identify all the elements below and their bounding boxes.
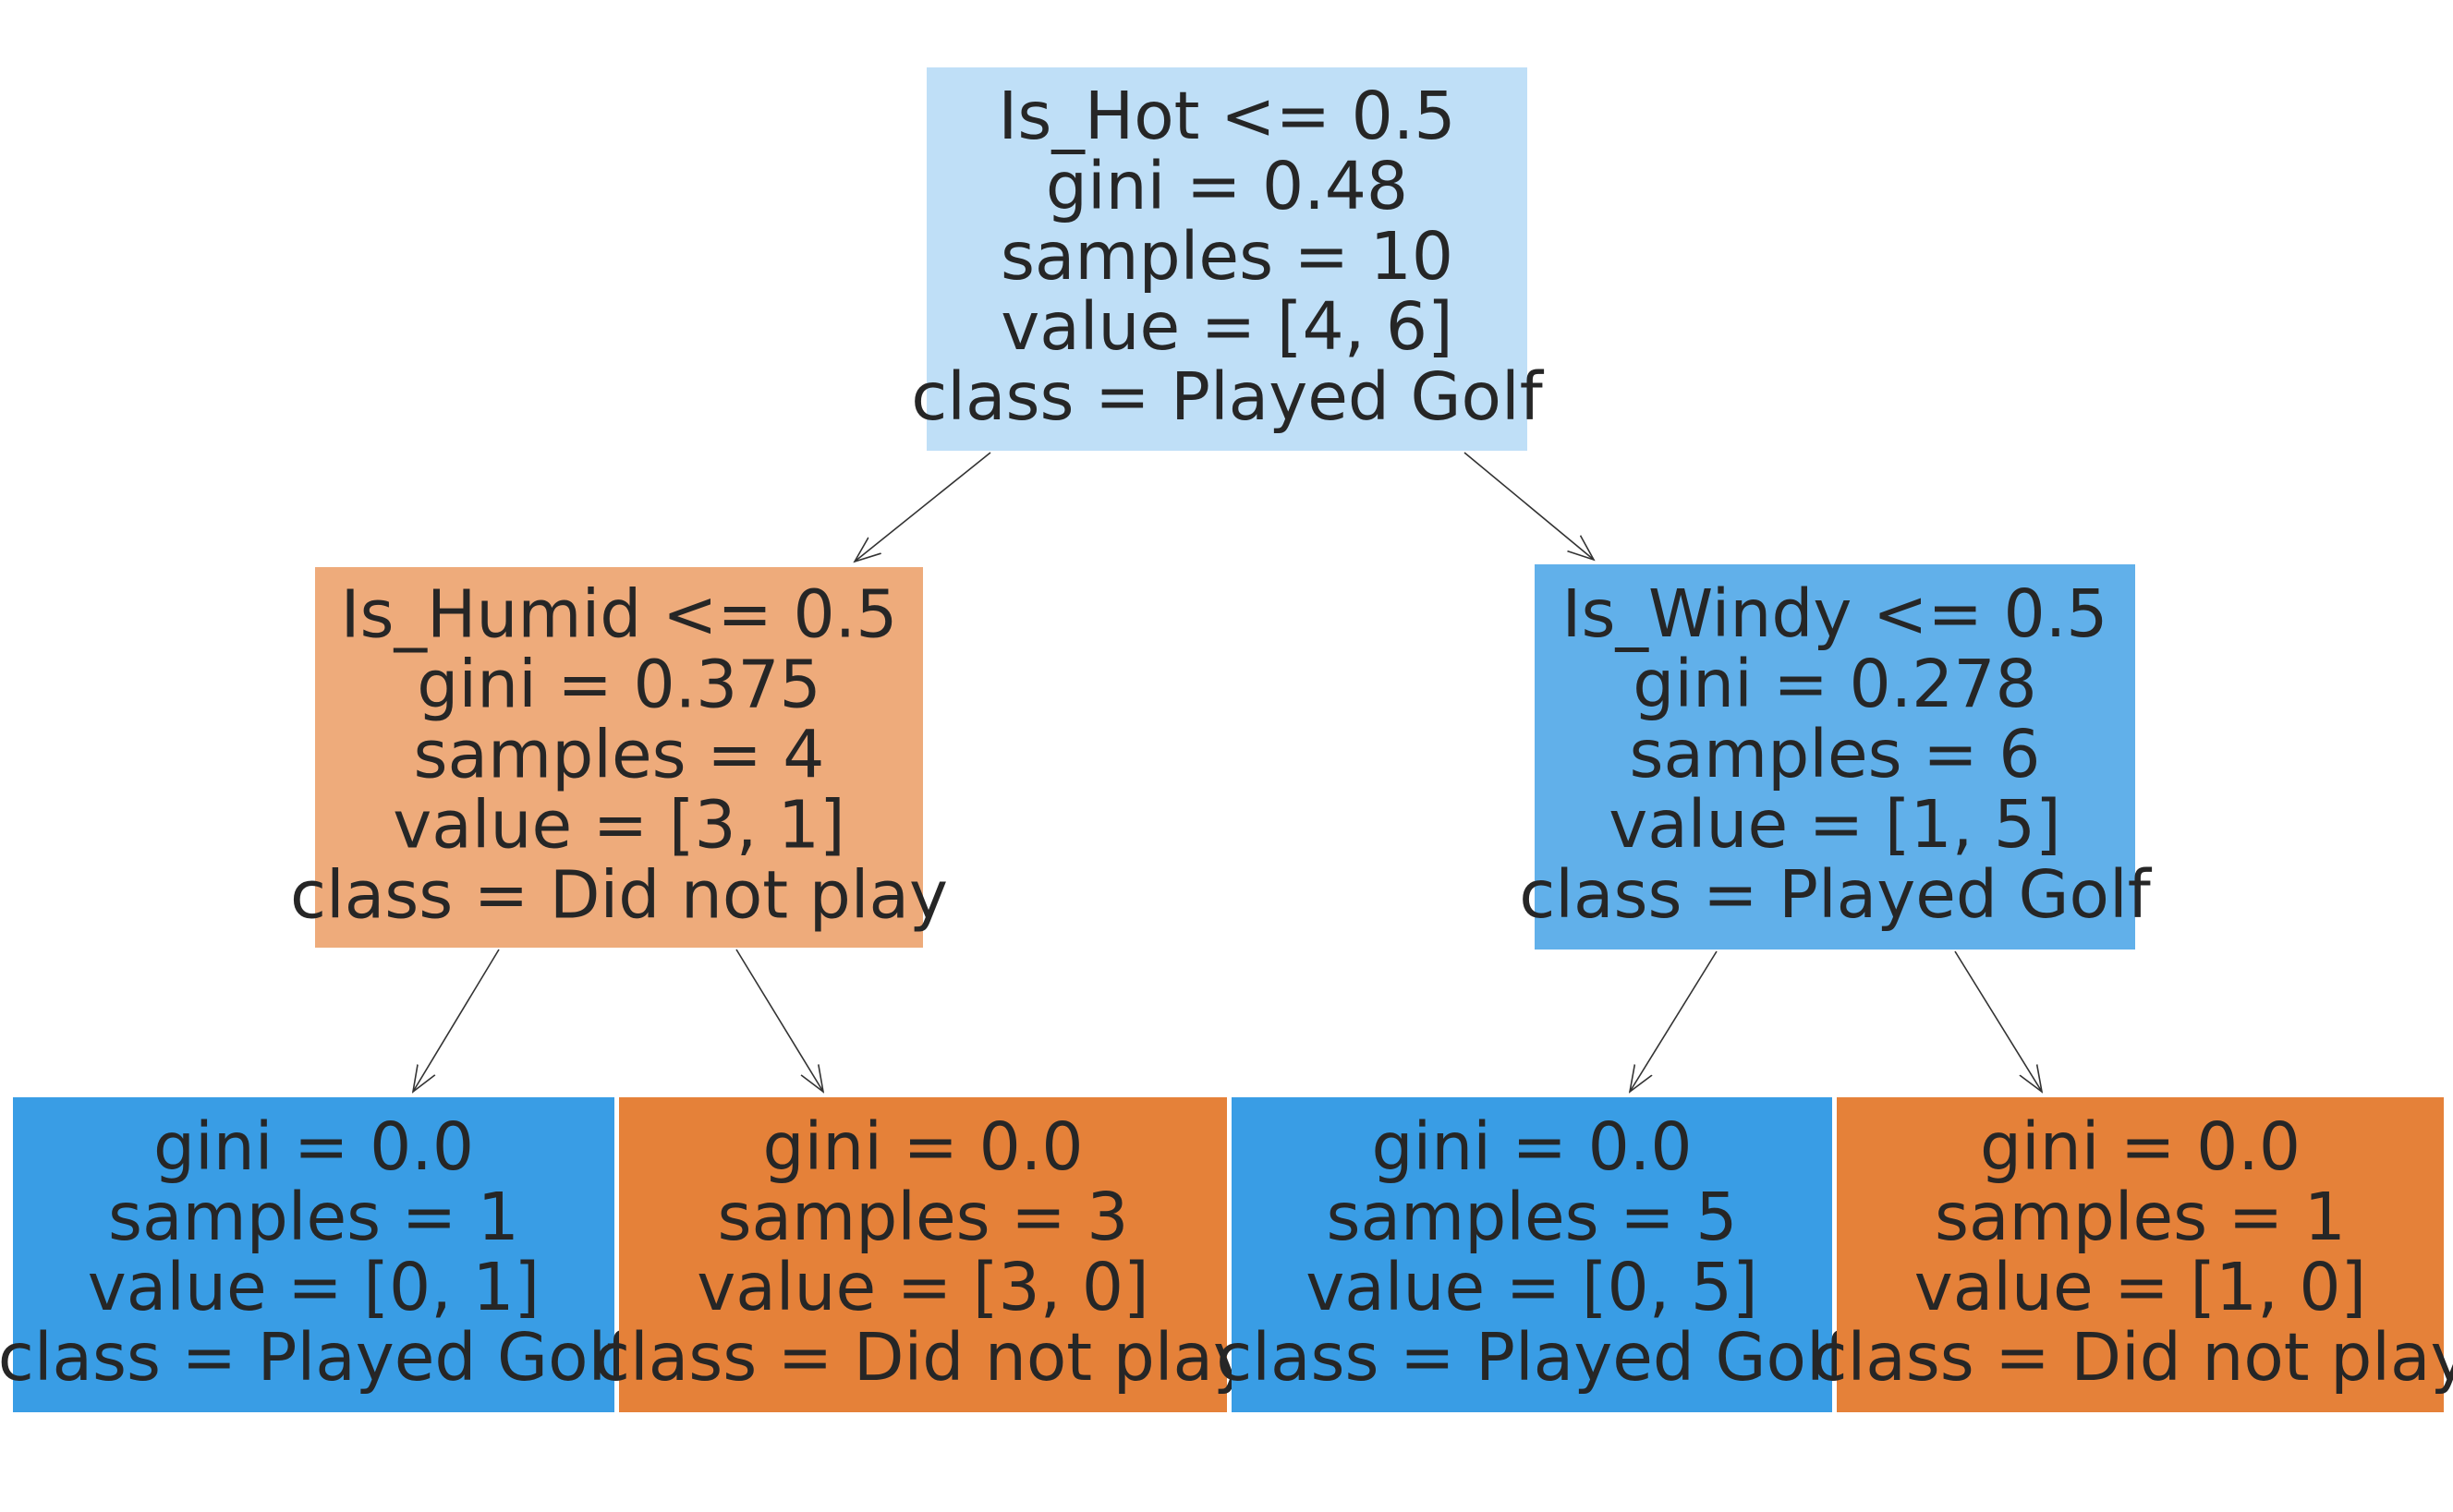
node-text-line: class = Played Golf [911, 358, 1544, 435]
node-text-line: gini = 0.375 [417, 646, 820, 722]
edge-left-to-left-right [735, 949, 823, 1092]
node-text-line: samples = 5 [1327, 1179, 1738, 1255]
node-text-line: value = [0, 5] [1305, 1249, 1757, 1325]
node-text-line: Is_Hot <= 0.5 [998, 78, 1455, 154]
node-text-line: samples = 1 [1935, 1179, 2346, 1255]
node-text-line: class = Did not play [1811, 1319, 2453, 1396]
node-text-line: value = [3, 1] [393, 786, 844, 863]
node-box-right-left [1232, 1097, 1832, 1412]
node-text-line: gini = 0.0 [153, 1108, 474, 1185]
node-box-root [927, 67, 1527, 451]
node-text-line: value = [1, 5] [1609, 786, 2060, 863]
node-text-line: gini = 0.0 [1980, 1108, 2301, 1185]
node-text-line: value = [1, 0] [1914, 1249, 2366, 1325]
node-text-line: value = [0, 1] [88, 1249, 540, 1325]
node-text-line: samples = 1 [108, 1179, 519, 1255]
node-text-line: gini = 0.278 [1633, 646, 2036, 722]
edge-right-to-right-right [1954, 950, 2042, 1092]
node-text-line: samples = 3 [718, 1179, 1129, 1255]
edge-root-to-right [1463, 452, 1594, 560]
node-text-line: value = [4, 6] [1001, 288, 1452, 365]
node-box-right-right [1837, 1097, 2444, 1412]
node-text-line: gini = 0.0 [762, 1108, 1083, 1185]
node-text-line: samples = 6 [1630, 716, 2041, 792]
node-text-line: class = Played Golf [1216, 1319, 1849, 1396]
node-text-line: class = Did not play [290, 856, 948, 933]
node-text-line: samples = 10 [1001, 218, 1453, 295]
node-box-left-left [13, 1097, 614, 1412]
node-text-line: class = Did not play [594, 1319, 1252, 1396]
node-box-left-right [619, 1097, 1227, 1412]
node-text-line: Is_Humid <= 0.5 [341, 575, 898, 652]
node-text-line: value = [3, 0] [697, 1249, 1148, 1325]
node-text-line: class = Played Golf [1519, 856, 2152, 933]
edge-left-to-left-left [413, 949, 500, 1092]
node-text-line: class = Played Golf [0, 1319, 631, 1396]
node-text-line: gini = 0.48 [1046, 148, 1408, 224]
edge-root-to-left [855, 452, 991, 562]
node-text-line: Is_Windy <= 0.5 [1562, 575, 2108, 652]
node-text-line: gini = 0.0 [1371, 1108, 1692, 1185]
node-box-left [315, 567, 923, 948]
node-text-line: samples = 4 [414, 716, 825, 792]
edge-right-to-right-left [1630, 950, 1718, 1092]
edges-layer [413, 452, 2042, 1092]
node-box-right [1535, 564, 2135, 950]
